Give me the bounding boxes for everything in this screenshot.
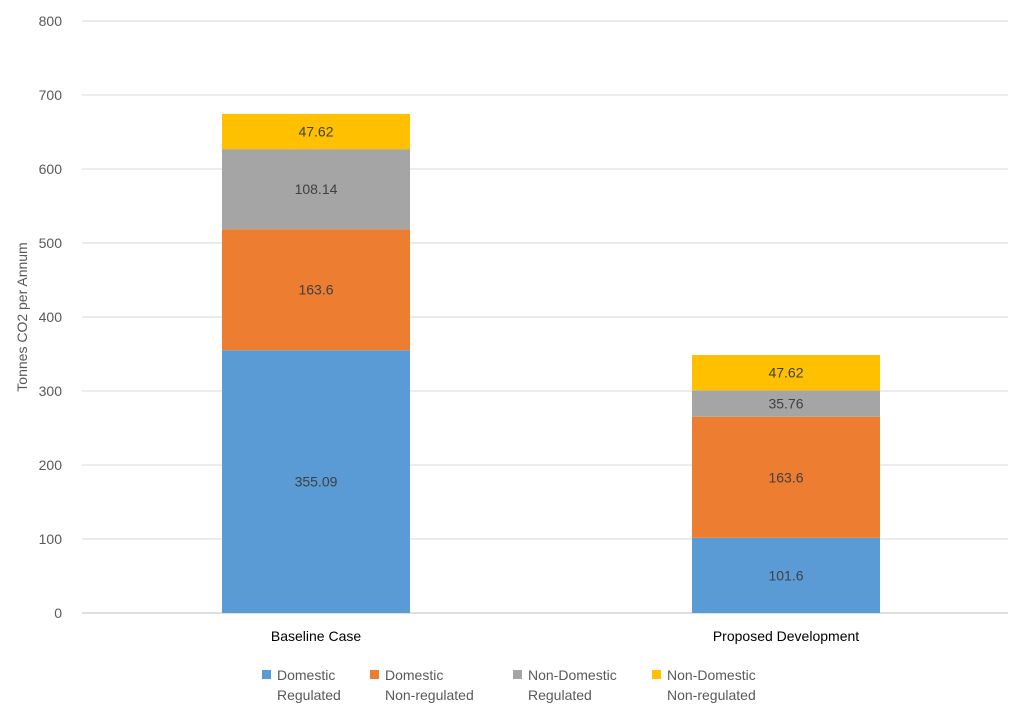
data-label: 108.14 <box>295 181 338 197</box>
y-tick-label: 700 <box>39 87 63 103</box>
x-tick-label: Baseline Case <box>271 628 361 644</box>
legend-label: Non-Domestic <box>528 667 617 683</box>
data-label: 35.76 <box>768 396 803 412</box>
bar-segment <box>222 113 410 150</box>
y-axis-title: Tonnes CO2 per Annum <box>14 242 30 391</box>
y-tick-label: 200 <box>39 457 63 473</box>
x-axis-labels: Baseline Case Proposed Development <box>271 628 859 644</box>
data-label: 163.6 <box>298 282 333 298</box>
legend-item: Domestic Non-regulated <box>370 667 474 703</box>
bar-segment <box>692 390 880 417</box>
legend-swatch <box>652 670 661 679</box>
bar-segment <box>692 537 880 613</box>
legend-swatch <box>370 670 379 679</box>
legend-item: Domestic Regulated <box>262 667 341 703</box>
legend-label: Non-regulated <box>385 687 474 703</box>
bars <box>222 113 880 613</box>
data-labels: 355.09 163.6 108.14 47.62 101.6 163.6 35.76 47.… <box>295 124 804 584</box>
legend: DomesticRegulatedDomesticNon-regulatedNo… <box>262 667 756 703</box>
bar-segment <box>692 355 880 391</box>
data-label: 163.6 <box>768 469 803 485</box>
y-tick-label: 500 <box>39 235 63 251</box>
legend-label: Regulated <box>277 687 341 703</box>
y-tick-label: 800 <box>39 13 63 29</box>
legend-item: Non-Domestic Regulated <box>513 667 617 703</box>
y-tick-label: 0 <box>54 605 62 621</box>
y-tick-label: 600 <box>39 161 63 177</box>
legend-label: Non-regulated <box>667 687 756 703</box>
data-label: 47.62 <box>298 124 333 140</box>
bar-segment <box>222 229 410 351</box>
legend-label: Regulated <box>528 687 592 703</box>
x-tick-label: Proposed Development <box>713 628 859 644</box>
y-tick-label: 300 <box>39 383 63 399</box>
bar-segment <box>222 350 410 613</box>
data-label: 47.62 <box>768 365 803 381</box>
legend-swatch <box>513 670 522 679</box>
bar-segment <box>222 149 410 230</box>
legend-swatch <box>262 670 271 679</box>
legend-label: Domestic <box>385 667 443 683</box>
bar-segment <box>692 416 880 538</box>
y-tick-label: 400 <box>39 309 63 325</box>
y-tick-label: 100 <box>39 531 63 547</box>
data-label: 101.6 <box>768 567 803 583</box>
data-label: 355.09 <box>295 474 338 490</box>
legend-label: Non-Domestic <box>667 667 756 683</box>
y-axis-ticks: 0 100 200 300 400 500 600 700 800 <box>39 13 63 621</box>
legend-item: Non-Domestic Non-regulated <box>652 667 756 703</box>
legend-label: Domestic <box>277 667 335 683</box>
